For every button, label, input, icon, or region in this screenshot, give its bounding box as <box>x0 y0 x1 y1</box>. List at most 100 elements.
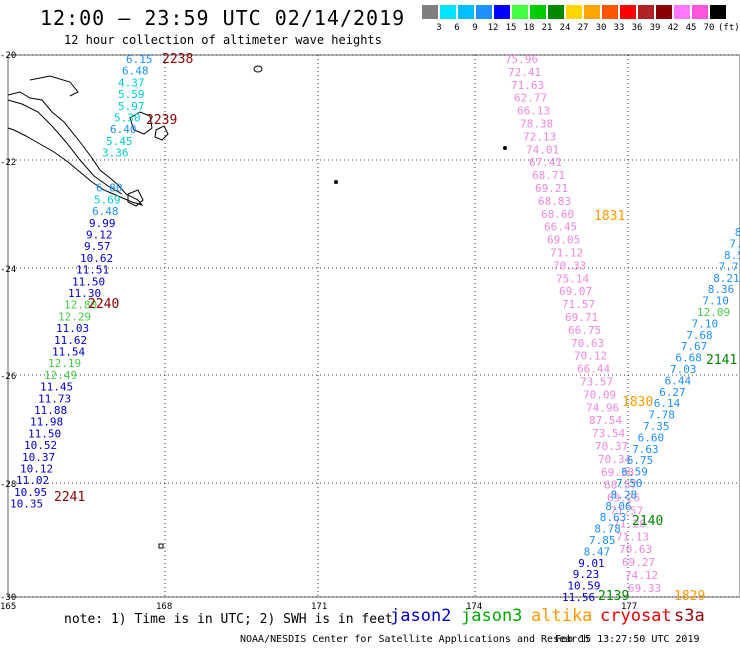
cryosat-east-track: 75.9672.4171.6362.7766.1378.3872.1374.01… <box>505 53 661 595</box>
generated-timestamp: Feb 15 13:27:50 UTC 2019 <box>555 634 700 645</box>
swh-value: 8.63 <box>600 511 627 524</box>
sat-cryosat-label: cryosat <box>600 606 672 626</box>
swh-value: 72.41 <box>508 66 541 79</box>
longitude-labels: 165 168 171 174 177 <box>0 602 637 612</box>
swh-value: 11.45 <box>40 381 73 394</box>
swh-value: 7.67 <box>681 340 708 353</box>
scale-swatch <box>566 5 582 19</box>
scale-label: 9 <box>472 23 478 33</box>
swh-value: 70.12 <box>574 350 607 363</box>
scale-label: 6 <box>454 23 460 33</box>
swh-value: 11.73 <box>38 392 71 405</box>
scale-swatch <box>620 5 636 19</box>
loyalty-island-mare <box>154 125 169 141</box>
time-label: 2240 <box>88 297 119 312</box>
swh-value: 7.61 <box>729 238 740 251</box>
map-frame <box>7 54 740 598</box>
islet-c <box>158 543 164 549</box>
swh-value: 75.96 <box>505 53 538 66</box>
swh-value: 66.44 <box>577 363 610 376</box>
scale-label: 12 <box>487 23 499 33</box>
swh-value: 70.33 <box>553 259 586 272</box>
islet-b <box>503 146 507 150</box>
swh-value: 69.38 <box>601 466 634 479</box>
swh-value: 11.30 <box>68 287 101 300</box>
page-subtitle: 12 hour collection of altimeter wave hei… <box>64 33 382 47</box>
page-title: 12:00 – 23:59 UTC 02/14/2019 <box>40 6 406 30</box>
swh-value: 70.37 <box>595 440 628 453</box>
sat-jason2-label: jason2 <box>390 606 452 626</box>
swh-value: 10.95 <box>14 486 47 499</box>
swh-value: 71.57 <box>562 298 595 311</box>
swh-value: 3.36 <box>102 147 129 160</box>
coastline <box>7 65 507 549</box>
swh-value: 7.35 <box>643 420 670 433</box>
swh-value: 9.12 <box>86 229 113 242</box>
lat-label: -20 <box>0 51 16 61</box>
swh-value: 6.15 <box>126 53 153 66</box>
time-label: 1829 <box>674 589 705 604</box>
scale-swatch <box>422 5 438 19</box>
scale-swatch <box>512 5 528 19</box>
swh-value: 69.71 <box>565 311 598 324</box>
scale-swatch <box>674 5 690 19</box>
swh-value: 75.14 <box>556 272 589 285</box>
lon-label: 171 <box>311 602 327 612</box>
swh-value: 12.80 <box>64 299 97 312</box>
new-caledonia-coast-inner <box>7 99 123 195</box>
scale-label: 18 <box>523 23 535 33</box>
swh-value: 6.68 <box>675 352 702 365</box>
time-label: 2139 <box>598 589 629 604</box>
swh-value: 68.83 <box>538 195 571 208</box>
scale-swatch <box>494 5 510 19</box>
swh-value: 4.37 <box>118 76 145 89</box>
swh-value: 70.09 <box>583 388 616 401</box>
swh-value: 5.30 <box>114 112 141 125</box>
swh-value: 6.80 <box>96 182 123 195</box>
swh-value: 8.54 <box>724 249 740 262</box>
swh-value: 9.57 <box>84 240 111 253</box>
swh-value: 78.38 <box>520 118 553 131</box>
swh-value: 68.57 <box>604 479 637 492</box>
swh-value: 71.57 <box>610 505 643 518</box>
swh-value: 5.45 <box>106 135 133 148</box>
time-label: 1831 <box>594 209 625 224</box>
swh-value: 7.03 <box>670 363 697 376</box>
swh-value: 6.27 <box>659 386 686 399</box>
swh-value: 8.78 <box>594 523 621 536</box>
swh-value: 6.40 <box>110 123 137 136</box>
swh-value: 87.54 <box>589 414 622 427</box>
swh-value: 73.54 <box>592 427 625 440</box>
swh-value: 12.19 <box>48 357 81 370</box>
isle-of-pines <box>127 189 144 207</box>
swh-value: 8.29 <box>735 226 740 239</box>
scale-swatch <box>584 5 600 19</box>
lat-label: -22 <box>0 158 16 168</box>
scale-label: 30 <box>595 23 607 33</box>
swh-value: 11.03 <box>56 322 89 335</box>
swh-value: 10.59 <box>567 580 600 593</box>
scale-label: 24 <box>559 23 571 33</box>
swh-value: 69.05 <box>547 234 580 247</box>
swh-value: 69.07 <box>559 285 592 298</box>
time-label: 2141 <box>706 353 737 368</box>
credit-line: NOAA/NESDIS Center for Satellite Applica… <box>240 634 590 645</box>
swh-value: 6.14 <box>654 397 681 410</box>
lat-label: -30 <box>0 593 16 603</box>
swh-value: 7.10 <box>702 295 729 308</box>
swh-value: 6.60 <box>638 431 665 444</box>
jason2-west-track: 6.156.484.375.595.975.306.405.453.366.80… <box>10 53 153 511</box>
swh-value: 11.56 <box>562 591 595 604</box>
swh-value: 71.13 <box>616 530 649 543</box>
scale-swatch <box>710 5 726 19</box>
scale-label: 21 <box>541 23 553 33</box>
swh-value: 12.29 <box>58 310 91 323</box>
swh-value: 9.01 <box>578 557 605 570</box>
scale-label: 70 <box>703 23 715 33</box>
swh-value: 5.97 <box>118 100 145 113</box>
swh-value: 74.96 <box>586 401 619 414</box>
swh-value: 8.47 <box>584 545 611 558</box>
swh-value: 6.75 <box>627 454 654 467</box>
swh-value: 66.45 <box>544 221 577 234</box>
